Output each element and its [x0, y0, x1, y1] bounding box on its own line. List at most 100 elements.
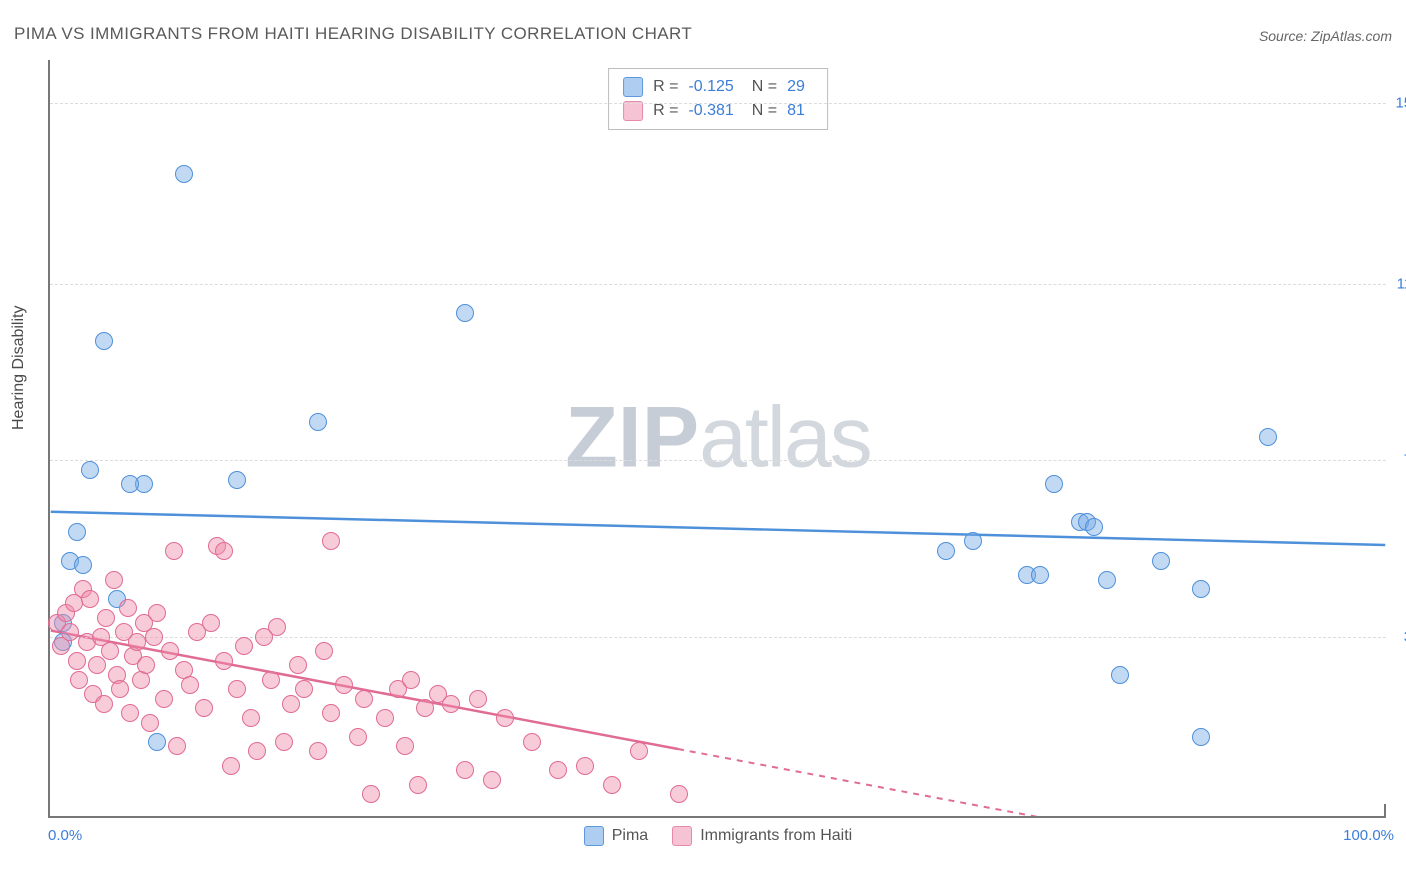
data-point-haiti — [202, 614, 220, 632]
data-point-haiti — [630, 742, 648, 760]
data-point-pima — [309, 413, 327, 431]
data-point-haiti — [228, 680, 246, 698]
data-point-pima — [964, 532, 982, 550]
data-point-haiti — [416, 699, 434, 717]
data-point-pima — [1098, 571, 1116, 589]
data-point-haiti — [242, 709, 260, 727]
data-point-pima — [1111, 666, 1129, 684]
data-point-haiti — [97, 609, 115, 627]
data-point-haiti — [137, 656, 155, 674]
data-point-haiti — [442, 695, 460, 713]
data-point-pima — [121, 475, 139, 493]
data-point-haiti — [61, 623, 79, 641]
data-point-haiti — [396, 737, 414, 755]
legend-n-label: N = — [752, 75, 777, 99]
data-point-haiti — [105, 571, 123, 589]
data-point-haiti — [181, 676, 199, 694]
data-point-haiti — [95, 695, 113, 713]
watermark-bold: ZIP — [565, 390, 699, 486]
data-point-haiti — [161, 642, 179, 660]
legend-r-label: R = — [653, 75, 678, 99]
y-axis-title: Hearing Disability — [10, 306, 28, 431]
data-point-pima — [95, 332, 113, 350]
data-point-pima — [456, 304, 474, 322]
data-point-haiti — [576, 757, 594, 775]
data-point-haiti — [121, 704, 139, 722]
data-point-haiti — [376, 709, 394, 727]
data-point-haiti — [362, 785, 380, 803]
gridline — [50, 637, 1386, 638]
data-point-haiti — [523, 733, 541, 751]
data-point-pima — [148, 733, 166, 751]
data-point-haiti — [119, 599, 137, 617]
data-point-haiti — [68, 652, 86, 670]
legend-item-haiti: Immigrants from Haiti — [672, 826, 852, 846]
legend-item-pima: Pima — [584, 826, 648, 846]
data-point-haiti — [111, 680, 129, 698]
data-point-haiti — [70, 671, 88, 689]
legend-stat-row-pima: R = -0.125 N = 29 — [623, 75, 813, 99]
plot-area: ZIPatlas R =-0.125N =29R =-0.381N =81 0.… — [48, 60, 1386, 818]
data-point-haiti — [235, 637, 253, 655]
data-point-haiti — [322, 704, 340, 722]
data-point-haiti — [335, 676, 353, 694]
chart-title: PIMA VS IMMIGRANTS FROM HAITI HEARING DI… — [14, 24, 692, 44]
data-point-pima — [228, 471, 246, 489]
data-point-haiti — [168, 737, 186, 755]
data-point-pima — [1152, 552, 1170, 570]
data-point-haiti — [81, 590, 99, 608]
legend-swatch-pima — [623, 77, 643, 97]
watermark: ZIPatlas — [565, 389, 870, 488]
data-point-haiti — [148, 604, 166, 622]
data-point-haiti — [496, 709, 514, 727]
data-point-pima — [1045, 475, 1063, 493]
data-point-haiti — [282, 695, 300, 713]
data-point-haiti — [315, 642, 333, 660]
data-point-pima — [175, 165, 193, 183]
data-point-haiti — [128, 633, 146, 651]
source-label: Source: ZipAtlas.com — [1259, 28, 1392, 44]
legend-n-value-pima: 29 — [787, 75, 805, 99]
data-point-pima — [81, 461, 99, 479]
gridline — [50, 284, 1386, 285]
trend-lines-overlay — [50, 60, 1386, 816]
data-point-haiti — [215, 652, 233, 670]
data-point-pima — [1192, 728, 1210, 746]
legend-swatch-haiti — [672, 826, 692, 846]
data-point-pima — [1192, 580, 1210, 598]
legend-series: Pima Immigrants from Haiti — [50, 826, 1386, 846]
data-point-haiti — [215, 542, 233, 560]
data-point-pima — [68, 523, 86, 541]
data-point-haiti — [295, 680, 313, 698]
legend-series-name-haiti: Immigrants from Haiti — [700, 827, 852, 845]
data-point-haiti — [483, 771, 501, 789]
data-point-haiti — [262, 671, 280, 689]
data-point-pima — [74, 556, 92, 574]
data-point-haiti — [165, 542, 183, 560]
x-axis-end-tick — [1384, 804, 1386, 818]
data-point-haiti — [322, 532, 340, 550]
data-point-haiti — [88, 656, 106, 674]
trendline-extrapolated-haiti — [678, 749, 1385, 816]
data-point-haiti — [603, 776, 621, 794]
gridline — [50, 103, 1386, 104]
data-point-haiti — [409, 776, 427, 794]
data-point-haiti — [309, 742, 327, 760]
data-point-haiti — [195, 699, 213, 717]
data-point-pima — [1085, 518, 1103, 536]
data-point-pima — [937, 542, 955, 560]
data-point-haiti — [355, 690, 373, 708]
data-point-haiti — [145, 628, 163, 646]
data-point-haiti — [101, 642, 119, 660]
legend-swatch-pima — [584, 826, 604, 846]
y-tick-label: 11.2% — [1397, 276, 1406, 293]
data-point-haiti — [275, 733, 293, 751]
data-point-haiti — [289, 656, 307, 674]
legend-r-value-pima: -0.125 — [688, 75, 733, 99]
data-point-haiti — [469, 690, 487, 708]
gridline — [50, 460, 1386, 461]
legend-swatch-haiti — [623, 101, 643, 121]
y-tick-label: 15.0% — [1395, 94, 1406, 111]
data-point-haiti — [456, 761, 474, 779]
data-point-haiti — [549, 761, 567, 779]
